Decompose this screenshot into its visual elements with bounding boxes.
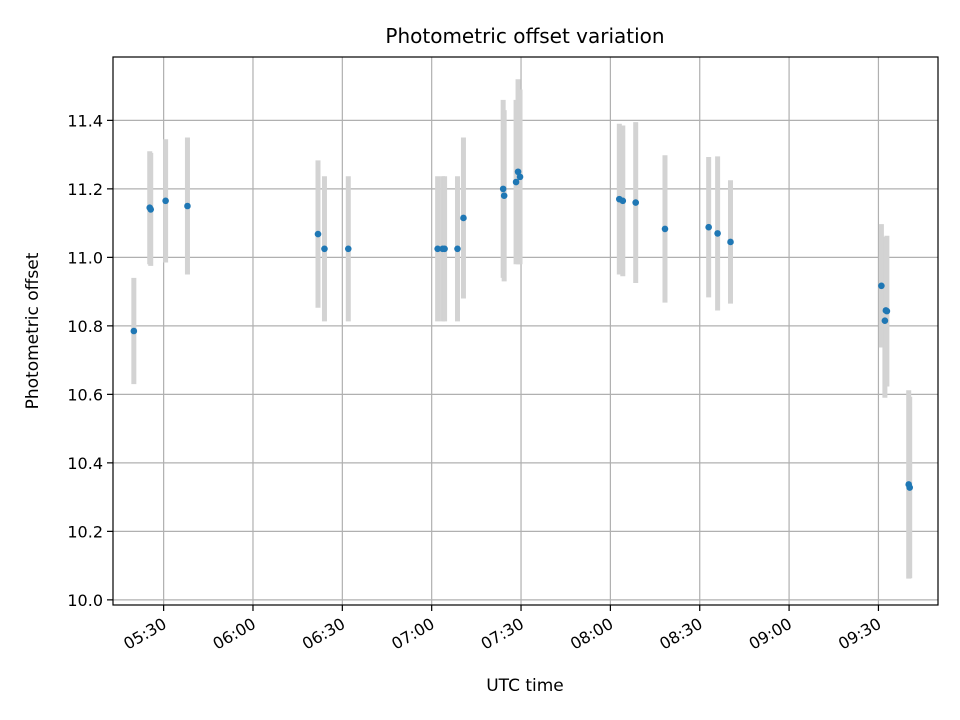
data-point [878,282,885,290]
data-point [460,214,467,222]
data-point [632,199,639,206]
y-axis-ticks: 10.0 10.2 10.4 10.6 10.8 11.0 11.2 11.4 [67,111,113,610]
data-point [434,245,441,253]
data-point [441,245,448,253]
data-point [906,484,914,491]
data-point [516,173,524,181]
y-tick-label: 10.0 [67,591,103,610]
y-axis-label: Photometric offset [23,252,43,409]
data-point [321,245,328,253]
data-point [147,206,155,213]
data-points [130,168,914,491]
data-point [661,225,669,233]
data-point [162,197,169,205]
data-point [344,245,352,253]
data-point [514,168,522,176]
data-point [727,238,734,246]
y-tick-label: 10.4 [67,454,103,473]
data-point [883,307,891,315]
data-point [512,178,520,186]
grid [113,57,938,605]
data-point [500,192,508,200]
data-point [619,197,627,205]
data-point [314,230,322,238]
axes-frame [112,56,939,606]
y-tick-label: 11.0 [67,248,103,267]
y-tick-label: 10.2 [67,522,103,541]
data-point [714,230,721,237]
data-point [184,202,191,210]
chart-title: Photometric offset variation [385,24,664,48]
data-point [705,223,712,231]
data-point [881,317,889,325]
data-point [499,185,507,193]
data-point [130,327,138,335]
data-point [454,245,461,253]
y-tick-label: 10.6 [67,385,103,404]
y-tick-label: 11.2 [67,180,103,199]
x-axis-label: UTC time [486,676,564,696]
y-tick-label: 10.8 [67,317,103,336]
y-tick-label: 11.4 [67,111,103,130]
